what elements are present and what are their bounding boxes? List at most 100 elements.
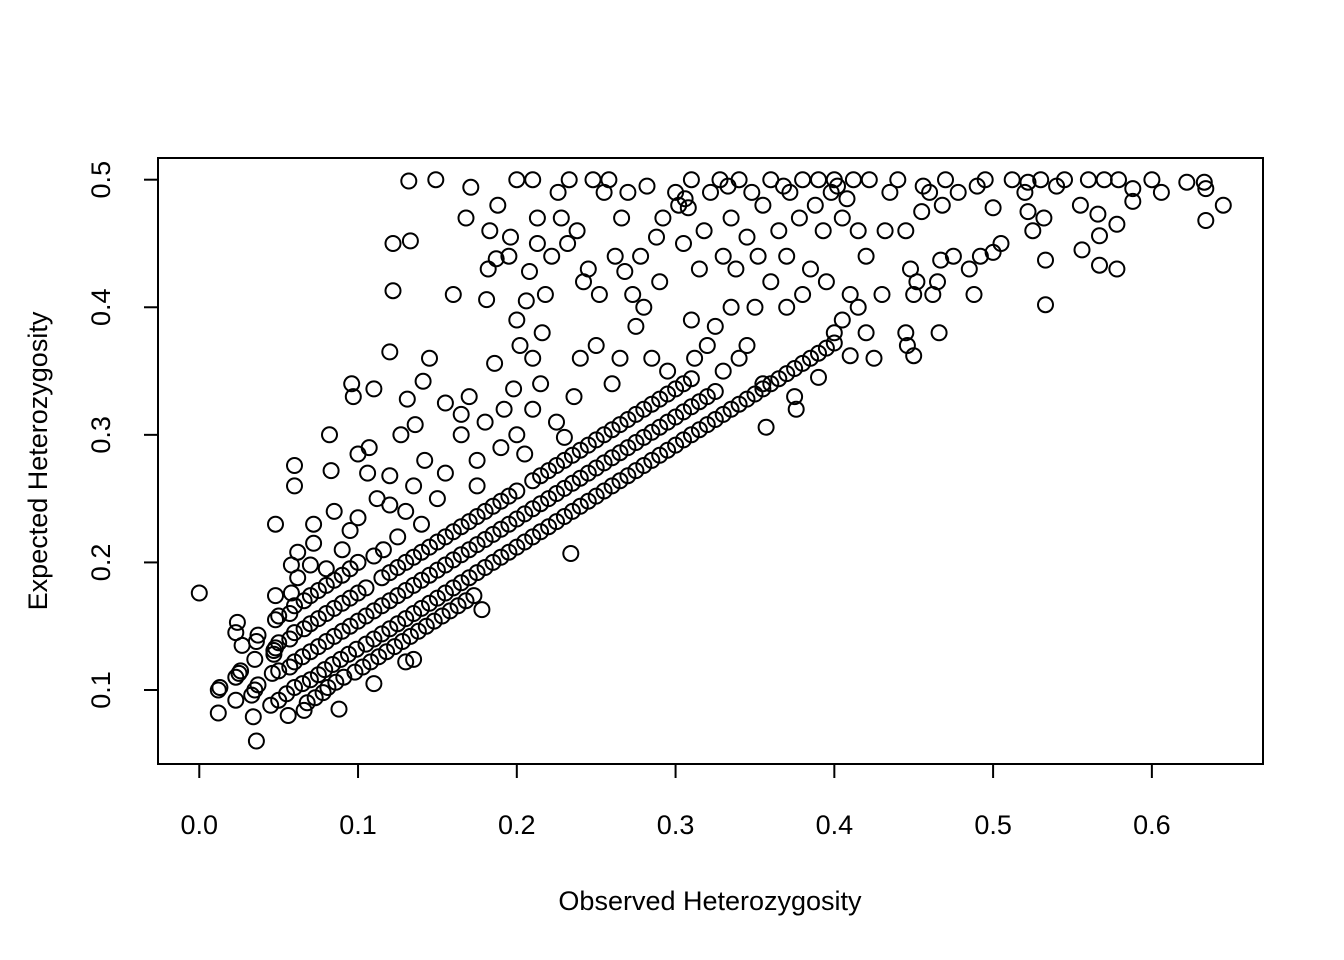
data-point — [1091, 227, 1108, 245]
data-point — [775, 177, 792, 195]
data-point — [676, 190, 694, 208]
data-point — [682, 311, 700, 329]
data-point — [524, 349, 542, 367]
data-point — [778, 247, 796, 265]
data-point — [790, 209, 808, 227]
data-point — [233, 636, 251, 654]
data-point — [627, 317, 645, 335]
data-point — [857, 324, 875, 342]
data-point — [749, 247, 767, 265]
data-point — [833, 311, 851, 329]
data-point — [505, 380, 523, 398]
data-point — [825, 334, 843, 352]
x-axis: 0.0 0.1 0.2 0.3 0.4 0.5 0.6 — [181, 763, 1171, 840]
data-point — [294, 675, 311, 693]
data-point — [389, 528, 407, 546]
data-point — [738, 228, 756, 246]
data-point — [468, 477, 486, 495]
data-point — [714, 247, 732, 265]
data-point — [860, 171, 878, 189]
data-point — [481, 222, 499, 240]
data-point — [1073, 241, 1091, 259]
data-point — [521, 263, 538, 280]
x-tick-label: 0.3 — [657, 810, 695, 840]
data-point — [619, 183, 637, 201]
data-point — [908, 273, 926, 291]
data-point — [247, 732, 265, 750]
data-point — [762, 273, 780, 291]
data-point — [930, 324, 948, 342]
data-point — [587, 337, 605, 354]
data-point — [281, 658, 299, 676]
data-point — [841, 347, 859, 365]
data-point — [1091, 256, 1108, 274]
data-point — [552, 209, 570, 227]
data-point — [1178, 173, 1196, 191]
data-point — [502, 228, 519, 246]
data-point — [381, 496, 399, 514]
data-point — [743, 183, 761, 201]
data-point — [992, 235, 1010, 252]
data-point — [706, 317, 724, 335]
data-point — [1108, 215, 1126, 233]
data-point — [690, 260, 708, 278]
data-point — [479, 260, 497, 278]
data-point — [478, 291, 496, 309]
data-point — [881, 183, 899, 201]
data-point — [249, 676, 267, 694]
data-point — [211, 679, 229, 696]
data-point — [1110, 171, 1127, 189]
data-point — [524, 171, 542, 189]
data-point — [270, 662, 288, 680]
x-tick-label: 0.5 — [974, 810, 1012, 840]
data-point — [341, 522, 359, 539]
data-point — [984, 199, 1002, 217]
data-point — [814, 222, 832, 240]
data-point — [549, 183, 567, 201]
data-point — [905, 347, 923, 365]
x-tick-label: 0.2 — [498, 810, 536, 840]
data-point — [427, 171, 445, 189]
data-point — [695, 222, 713, 240]
data-point — [873, 286, 891, 303]
data-point — [944, 247, 962, 265]
data-point — [492, 439, 510, 457]
data-point — [286, 457, 303, 474]
data-point — [465, 587, 483, 605]
data-point — [533, 324, 551, 342]
data-point — [270, 607, 288, 625]
data-point — [841, 286, 859, 303]
data-point — [508, 426, 526, 444]
data-point — [1108, 260, 1126, 278]
data-point — [822, 183, 840, 201]
data-point — [495, 400, 513, 418]
data-point — [781, 183, 799, 201]
data-point — [301, 556, 319, 574]
data-point — [317, 560, 335, 578]
data-point — [190, 584, 208, 602]
data-point — [452, 405, 470, 423]
data-point — [325, 502, 343, 520]
data-point — [810, 368, 827, 386]
data-point — [413, 515, 430, 533]
data-point — [348, 640, 365, 658]
data-point — [508, 171, 526, 189]
data-point — [635, 298, 653, 316]
data-point — [343, 375, 361, 393]
data-point — [286, 477, 303, 495]
data-point — [754, 196, 772, 214]
data-point — [335, 668, 353, 686]
data-point — [659, 362, 677, 380]
data-point — [406, 416, 424, 434]
data-point — [392, 426, 410, 444]
data-point — [849, 222, 867, 240]
data-point — [1003, 171, 1021, 189]
data-point — [638, 177, 656, 195]
data-point — [682, 171, 700, 189]
data-point — [267, 587, 284, 605]
data-point — [487, 250, 505, 268]
data-point — [1214, 196, 1232, 214]
data-point — [286, 624, 303, 642]
data-point — [876, 222, 894, 240]
data-point — [584, 171, 602, 189]
